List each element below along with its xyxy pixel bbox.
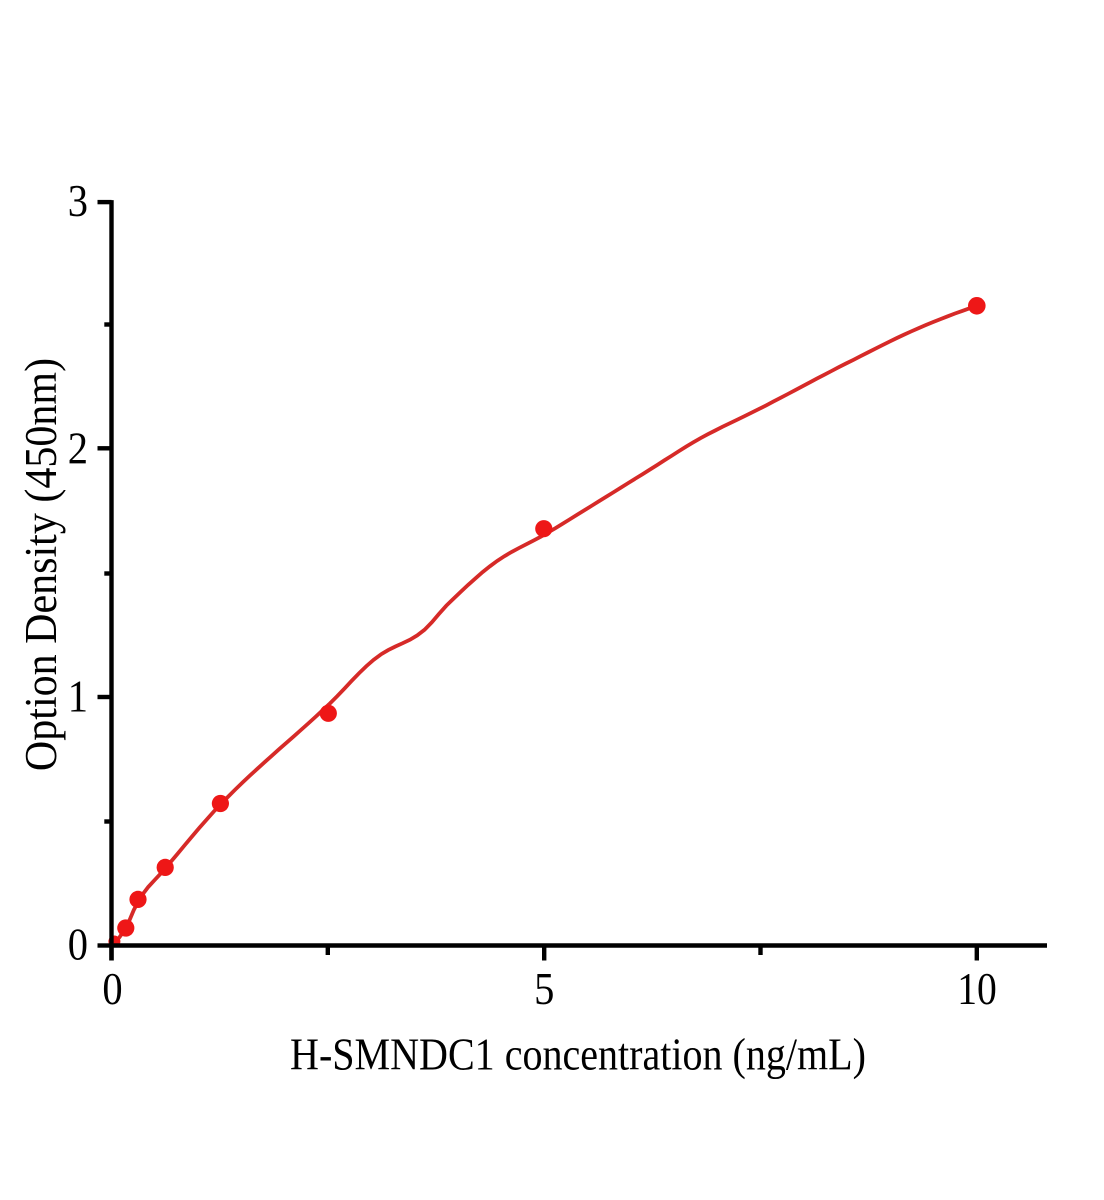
svg-text:0: 0 bbox=[68, 921, 88, 970]
svg-text:0: 0 bbox=[102, 965, 122, 1014]
svg-text:5: 5 bbox=[534, 965, 554, 1014]
svg-text:10: 10 bbox=[957, 965, 997, 1015]
svg-text:H-SMNDC1 concentration (ng/mL): H-SMNDC1 concentration (ng/mL) bbox=[290, 1030, 866, 1080]
svg-text:Option Density (450nm): Option Density (450nm) bbox=[17, 358, 67, 771]
svg-text:2: 2 bbox=[68, 425, 88, 474]
svg-text:1: 1 bbox=[68, 673, 88, 722]
svg-text:3: 3 bbox=[68, 177, 88, 226]
